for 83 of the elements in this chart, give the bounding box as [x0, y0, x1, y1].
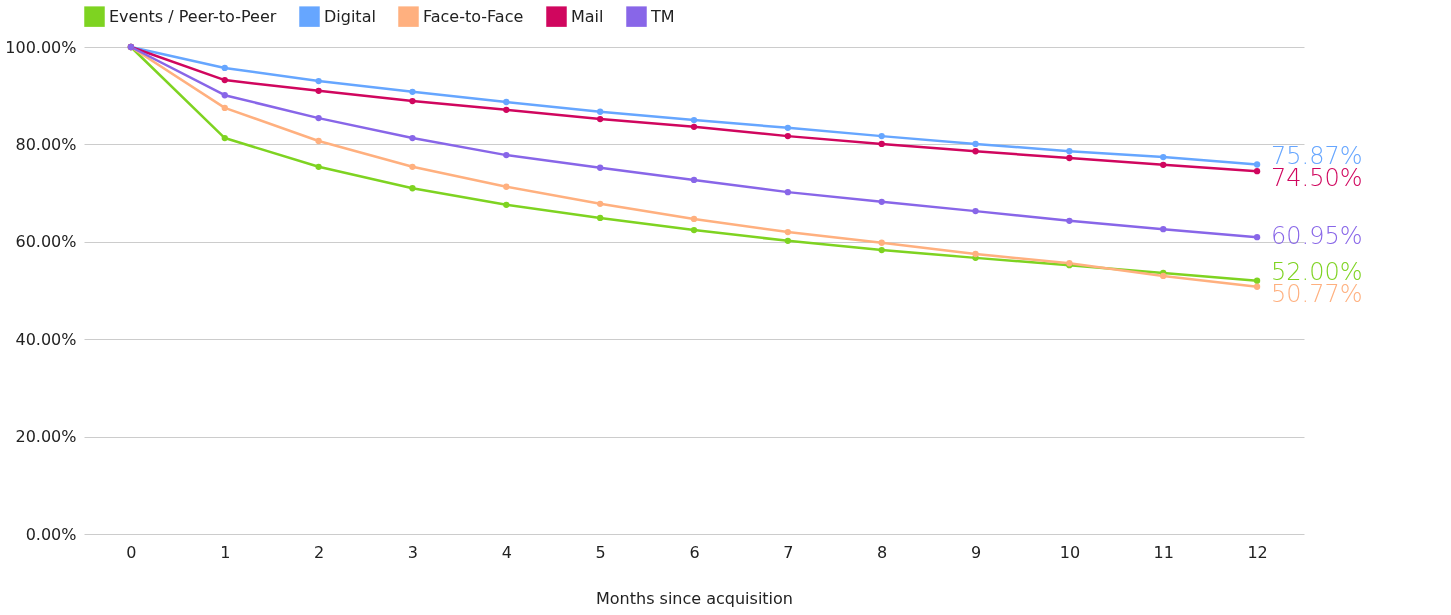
- y-tick-label: 0.00%: [25, 524, 77, 544]
- point: [1253, 283, 1261, 290]
- data-label: 50.77%: [1271, 279, 1363, 308]
- point: [878, 132, 885, 140]
- point: [503, 151, 510, 159]
- point: [315, 77, 322, 85]
- point: [1253, 277, 1261, 284]
- point: [1253, 161, 1261, 168]
- point: [1160, 161, 1167, 169]
- point: [409, 163, 416, 170]
- point: [221, 134, 228, 142]
- point: [1253, 234, 1261, 241]
- x-tick-label: 2: [314, 542, 325, 562]
- point: [503, 183, 510, 190]
- point: [784, 132, 792, 140]
- point: [1160, 153, 1167, 161]
- point: [1066, 148, 1073, 155]
- point: [315, 137, 322, 145]
- x-tick-label: 4: [501, 542, 512, 562]
- point: [596, 108, 604, 115]
- x-tick-label: 11: [1153, 542, 1174, 562]
- x-tick-label: 8: [877, 542, 888, 562]
- point: [503, 106, 510, 113]
- point: [690, 116, 698, 124]
- point: [409, 88, 416, 95]
- point: [315, 163, 322, 170]
- point: [784, 237, 792, 244]
- point: [690, 226, 698, 234]
- point: [315, 87, 322, 94]
- legend-label: Mail: [571, 6, 604, 26]
- point: [221, 104, 228, 112]
- data-label: 74.50%: [1271, 164, 1363, 193]
- point: [1160, 225, 1167, 233]
- point: [409, 185, 416, 192]
- point: [878, 140, 885, 148]
- point: [690, 123, 698, 131]
- y-tick-label: 40.00%: [15, 329, 77, 349]
- point: [878, 198, 885, 206]
- point: [503, 98, 510, 106]
- point: [409, 97, 416, 105]
- point: [784, 188, 792, 196]
- point: [409, 134, 416, 142]
- point: [596, 164, 604, 171]
- point: [1253, 168, 1261, 175]
- point: [1066, 154, 1073, 162]
- legend-label: TM: [650, 6, 675, 26]
- point: [972, 140, 979, 148]
- x-tick-label: 6: [689, 542, 700, 562]
- legend-label: Events / Peer-to-Peer: [109, 6, 277, 26]
- point: [972, 250, 979, 258]
- x-tick-label: 10: [1059, 542, 1081, 562]
- point: [221, 76, 228, 84]
- point: [972, 207, 979, 215]
- point: [878, 239, 885, 246]
- point: [972, 148, 979, 155]
- y-tick-label: 60.00%: [15, 232, 77, 252]
- x-tick-label: 5: [595, 542, 606, 562]
- x-tick-label: 0: [126, 542, 137, 562]
- point: [596, 115, 604, 123]
- x-tick-label: 1: [220, 542, 231, 562]
- y-tick-label: 20.00%: [15, 427, 77, 447]
- point: [878, 246, 885, 254]
- legend-label: Digital: [324, 6, 376, 26]
- data-label: 60.95%: [1271, 222, 1363, 251]
- y-tick-label: 100.00%: [5, 37, 77, 57]
- x-tick-label: 7: [783, 542, 794, 562]
- point: [315, 114, 322, 122]
- point: [596, 200, 604, 207]
- point: [784, 228, 792, 236]
- x-axis-title: Months since acquisition: [596, 588, 793, 608]
- point: [690, 176, 698, 184]
- point: [503, 201, 510, 208]
- x-tick-label: 3: [407, 542, 419, 562]
- y-tick-label: 80.00%: [15, 134, 77, 154]
- x-tick-label: 9: [970, 542, 982, 562]
- point: [784, 124, 792, 131]
- legend-label: Face-to-Face: [423, 6, 524, 26]
- point: [690, 215, 698, 223]
- point: [596, 214, 604, 222]
- point: [221, 64, 228, 72]
- x-tick-label: 12: [1247, 542, 1268, 562]
- point: [1066, 217, 1073, 225]
- point: [221, 92, 228, 99]
